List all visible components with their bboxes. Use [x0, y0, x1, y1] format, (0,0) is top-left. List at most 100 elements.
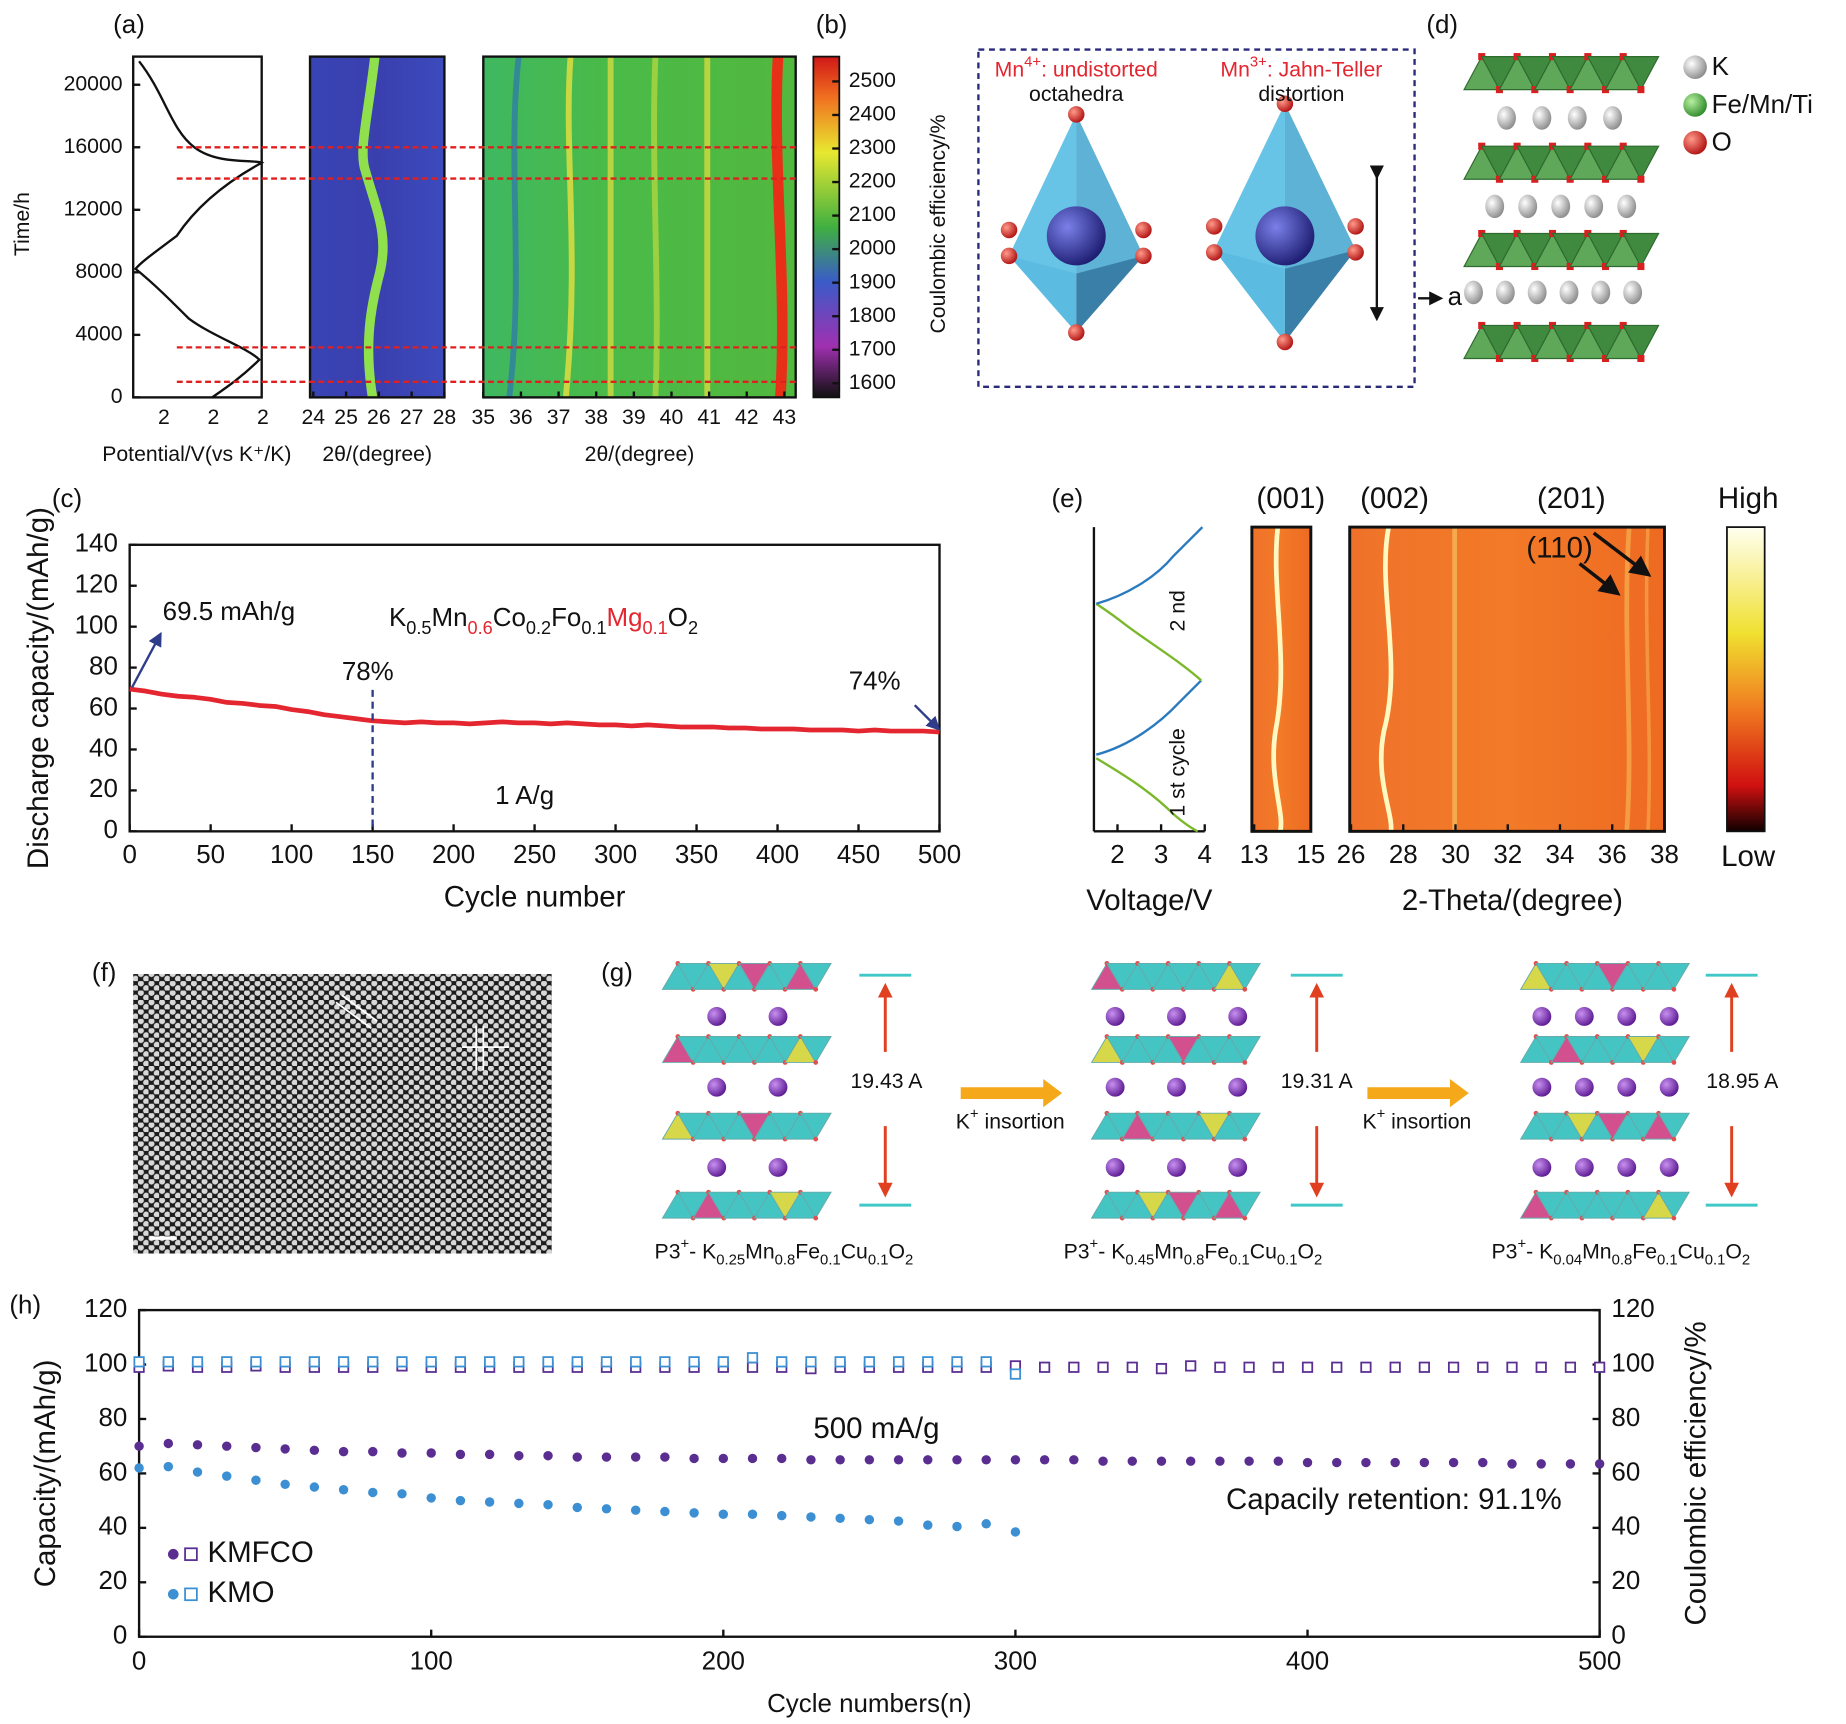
- text-part: Fe: [1632, 1240, 1657, 1263]
- text-part: K: [389, 604, 406, 632]
- capacity-marker: [1536, 1459, 1546, 1469]
- capacity-marker: [835, 1513, 845, 1524]
- text-part: 0.1: [1657, 1252, 1678, 1268]
- heatmap-peak: [358, 56, 388, 399]
- x-tick-label: 100: [270, 841, 313, 869]
- efficiency-marker: [1331, 1361, 1343, 1373]
- capacity-marker: [1390, 1457, 1400, 1468]
- k-atom: [1228, 1007, 1248, 1026]
- heatmap-peak: [562, 56, 575, 398]
- rich-text: P3+- K0.25Mn0.8Fe0.1Cu0.1O2: [655, 1236, 914, 1268]
- octahedron-layer: [1657, 1036, 1691, 1064]
- o-atom: [1242, 1060, 1248, 1065]
- legend-label: KMFCO: [207, 1536, 313, 1569]
- efficiency-marker: [571, 1356, 583, 1368]
- capacity-marker: [1478, 1457, 1488, 1468]
- y-tick-label: 0: [113, 1622, 127, 1650]
- k-atom: [1574, 1007, 1594, 1026]
- heatmap: [483, 56, 796, 398]
- octahedron-layer: [1228, 962, 1261, 991]
- k-atom: [1167, 1007, 1186, 1026]
- y-tick-label: 16000: [64, 135, 123, 158]
- y-tick-label: 140: [75, 530, 118, 558]
- y2-tick-label: 60: [1611, 1458, 1640, 1486]
- text-part: 0.5: [406, 618, 431, 638]
- text-part: 2: [688, 618, 698, 638]
- panel-label: (f): [92, 959, 116, 987]
- colorbar-tick-label: 2200: [849, 170, 896, 193]
- tem-image: [133, 974, 552, 1254]
- text-part: 3+: [1250, 55, 1267, 71]
- capacity-marker: [1010, 1527, 1021, 1537]
- octahedron-layer: [1657, 1112, 1691, 1141]
- o-atom: [1067, 324, 1085, 341]
- capacity-marker: [572, 1452, 582, 1462]
- y-tick-label: 60: [89, 693, 118, 721]
- spacing-label: 19.31 A: [1281, 1070, 1354, 1093]
- capacity-marker: [660, 1506, 670, 1517]
- y2-tick-label: 20: [1611, 1567, 1640, 1595]
- efficiency-marker: [951, 1356, 963, 1368]
- mn-atom: [1255, 206, 1315, 266]
- octahedron-layer: [799, 962, 832, 991]
- capacity-marker: [835, 1455, 845, 1465]
- y-tick-label: 120: [84, 1295, 127, 1323]
- k-atom: [1228, 1157, 1248, 1177]
- y2-tick-label: 100: [1611, 1349, 1654, 1377]
- capacity-marker: [718, 1453, 729, 1464]
- efficiency-marker: [1418, 1361, 1430, 1373]
- text-part: : Jahn-Teller: [1267, 58, 1383, 81]
- capacity-marker: [718, 1509, 729, 1519]
- x-tick-label: 4: [1198, 841, 1212, 869]
- y-axis-label: Capacity/(mAh/g): [29, 1360, 62, 1588]
- lattice-mark: [341, 994, 378, 1022]
- capacity-marker: [455, 1495, 466, 1506]
- text-part: 0.1: [868, 1252, 889, 1268]
- capacity-marker: [192, 1467, 203, 1477]
- o-atom: [1000, 221, 1018, 239]
- k-atom: [1518, 194, 1538, 219]
- capacity-marker: [280, 1479, 290, 1490]
- capacity-marker: [1273, 1456, 1284, 1466]
- efficiency-marker: [1097, 1361, 1109, 1373]
- x-tick-label: 200: [432, 841, 475, 869]
- capacity-marker: [222, 1441, 232, 1451]
- colorbar: [1726, 526, 1766, 833]
- rich-text: K0.5Mn0.6Co0.2Fo0.1Mg0.1O2: [389, 604, 698, 638]
- text-part: 2: [1742, 1252, 1750, 1268]
- capacity-marker: [163, 1461, 174, 1472]
- colorbar-tick-label: 2100: [849, 203, 896, 226]
- o-atom: [1135, 247, 1152, 265]
- legend-atom: [1683, 130, 1707, 155]
- x-tick-label: 36: [1598, 841, 1627, 869]
- text-part: 0.6: [468, 618, 493, 638]
- k-atom: [1105, 1157, 1125, 1177]
- x-tick-label: 500: [918, 841, 961, 869]
- efficiency-marker: [1185, 1360, 1197, 1372]
- k-atom: [768, 1077, 788, 1097]
- capacity-marker: [689, 1508, 699, 1518]
- efficiency-marker: [1243, 1361, 1255, 1373]
- efficiency-marker: [805, 1356, 817, 1368]
- efficiency-marker: [221, 1356, 233, 1368]
- colorbar-tick-label: 2500: [849, 69, 896, 92]
- k-atom: [707, 1077, 727, 1097]
- y-tick-label: 4000: [75, 322, 122, 345]
- plot-frame: [132, 55, 263, 399]
- text-part: Fo: [551, 604, 581, 632]
- k-atom: [1617, 194, 1637, 219]
- x-axis-label: 2θ/(degree): [322, 443, 432, 466]
- capacity-marker: [280, 1444, 290, 1454]
- capacity-marker: [1127, 1456, 1137, 1466]
- capacity-marker: [514, 1451, 524, 1461]
- capacity-marker: [747, 1453, 758, 1464]
- text-part: - K: [689, 1240, 716, 1263]
- o-atom: [1347, 218, 1364, 235]
- panel-label: (b): [816, 11, 848, 39]
- o-atom: [1205, 218, 1223, 235]
- plot-frame: [1250, 525, 1313, 833]
- y2-axis-label: Coulombic efficiency/%: [1679, 1321, 1712, 1625]
- capacity-marker: [543, 1451, 553, 1461]
- capacity-marker: [1448, 1457, 1459, 1468]
- o-atom: [813, 1215, 819, 1221]
